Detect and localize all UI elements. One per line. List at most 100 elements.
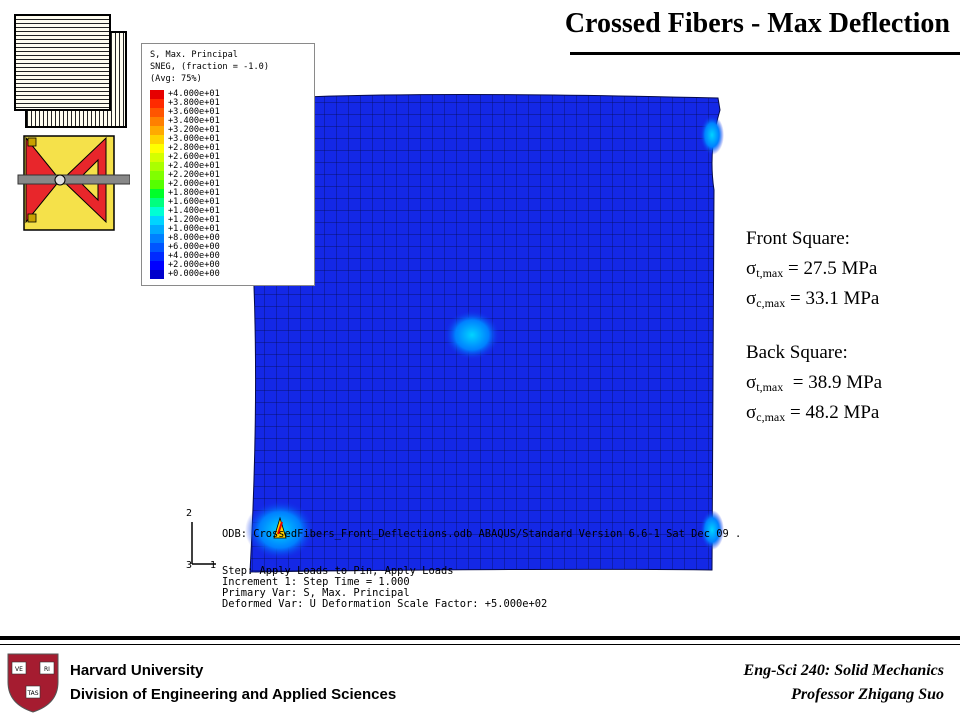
legend-item: +4.000e+00 xyxy=(150,252,220,261)
svg-text:TAS: TAS xyxy=(26,690,38,697)
legend-label: +2.000e+01 xyxy=(168,179,220,189)
step-info: Step: Apply Loads to Pin, Apply Loads xyxy=(222,565,454,577)
legend-item: +4.000e+01 xyxy=(150,90,220,99)
legend-swatch xyxy=(150,261,164,270)
svg-text:VE: VE xyxy=(15,666,23,673)
legend-swatch xyxy=(150,108,164,117)
legend-swatch xyxy=(150,243,164,252)
legend-label: +2.400e+01 xyxy=(168,161,220,171)
legend-item: +6.000e+00 xyxy=(150,243,220,252)
legend-swatch xyxy=(150,225,164,234)
legend-label: +2.800e+01 xyxy=(168,143,220,153)
sigma-symbol: σ xyxy=(746,258,757,279)
slide-title: Crossed Fibers - Max Deflection xyxy=(564,8,950,39)
legend-swatch xyxy=(150,216,164,225)
legend-item: +1.600e+01 xyxy=(150,198,220,207)
legend-swatch xyxy=(150,162,164,171)
deformed-var-info: Deformed Var: U Deformation Scale Factor… xyxy=(222,598,548,610)
svg-text:RI: RI xyxy=(44,666,50,673)
axis-1-label: 1 xyxy=(210,560,217,571)
legend-swatch xyxy=(150,234,164,243)
odb-info-line: ODB: CrossedFibers_Front_Deflections.odb… xyxy=(222,528,742,540)
legend-item: +1.400e+01 xyxy=(150,207,220,216)
legend-swatch xyxy=(150,126,164,135)
legend-swatch xyxy=(150,117,164,126)
front-square-title: Front Square: xyxy=(746,228,850,249)
legend-label: +4.000e+01 xyxy=(168,89,220,99)
legend-label: +3.800e+01 xyxy=(168,98,220,108)
legend-label: +1.400e+01 xyxy=(168,206,220,216)
legend-swatch xyxy=(150,144,164,153)
value: = 48.2 MPa xyxy=(785,402,880,423)
legend-label: +1.200e+01 xyxy=(168,215,220,225)
primary-var-info: Primary Var: S, Max. Principal xyxy=(222,587,410,599)
legend-item: +3.600e+01 xyxy=(150,108,220,117)
legend-label: +2.600e+01 xyxy=(168,152,220,162)
subscript: c,max xyxy=(756,296,786,310)
legend-item: +8.000e+00 xyxy=(150,234,220,243)
legend-swatch xyxy=(150,171,164,180)
legend-item: +2.000e+01 xyxy=(150,180,220,189)
value: = 33.1 MPa xyxy=(785,288,880,309)
value: = 38.9 MPa xyxy=(783,372,883,393)
legend-item: +3.200e+01 xyxy=(150,126,220,135)
legend-label: +6.000e+00 xyxy=(168,242,220,252)
stacked-squares-icon xyxy=(14,14,127,128)
legend-swatch xyxy=(150,252,164,261)
legend-item: +3.400e+01 xyxy=(150,117,220,126)
title-underline xyxy=(570,52,960,55)
legend-item: +3.000e+01 xyxy=(150,135,220,144)
right-edge-lower-stress-zone xyxy=(700,510,724,550)
contour-legend: S, Max. Principal SNEG, (fraction = -1.0… xyxy=(141,43,315,286)
course-name: Eng-Sci 240: Solid Mechanics xyxy=(743,662,944,679)
legend-label: +2.000e+00 xyxy=(168,260,220,270)
legend-swatch xyxy=(150,135,164,144)
value: = 27.5 MPa xyxy=(783,258,878,279)
legend-header-line: (Avg: 75%) xyxy=(150,74,202,84)
front-compression-value: σc,max = 33.1 MPa xyxy=(746,288,879,311)
sigma-symbol: σ xyxy=(746,402,757,423)
legend-swatch xyxy=(150,198,164,207)
legend-item: +2.600e+01 xyxy=(150,153,220,162)
axis-triad xyxy=(191,522,216,565)
legend-label: +8.000e+00 xyxy=(168,233,220,243)
legend-label: +3.200e+01 xyxy=(168,125,220,135)
pin-fixture-icon xyxy=(17,135,130,231)
front-tension-value: σt,max = 27.5 MPa xyxy=(746,258,877,281)
legend-swatch xyxy=(150,90,164,99)
institution-name: Harvard University xyxy=(70,662,204,679)
harvard-shield-logo: VE RI TAS xyxy=(7,653,59,713)
legend-label: +1.000e+01 xyxy=(168,224,220,234)
increment-info: Increment 1: Step Time = 1.000 xyxy=(222,576,410,588)
footer-rule-thin xyxy=(0,644,960,645)
legend-item: +1.800e+01 xyxy=(150,189,220,198)
legend-item: +1.000e+01 xyxy=(150,225,220,234)
legend-swatch xyxy=(150,207,164,216)
legend-item: +2.400e+01 xyxy=(150,162,220,171)
legend-header-line: SNEG, (fraction = -1.0) xyxy=(150,62,269,72)
legend-label: +3.400e+01 xyxy=(168,116,220,126)
legend-item: +2.000e+00 xyxy=(150,261,220,270)
legend-label: +1.600e+01 xyxy=(168,197,220,207)
legend-swatch xyxy=(150,153,164,162)
back-tension-value: σt,max = 38.9 MPa xyxy=(746,372,882,395)
sigma-symbol: σ xyxy=(746,372,757,393)
subscript: t,max xyxy=(756,380,784,394)
legend-label: +4.000e+00 xyxy=(168,251,220,261)
legend-swatch xyxy=(150,270,164,279)
subscript: t,max xyxy=(756,266,784,280)
legend-item: +2.200e+01 xyxy=(150,171,220,180)
legend-item: +1.200e+01 xyxy=(150,216,220,225)
legend-swatch xyxy=(150,189,164,198)
back-square-title: Back Square: xyxy=(746,342,848,363)
legend-label: +0.000e+00 xyxy=(168,269,220,279)
legend-label: +3.000e+01 xyxy=(168,134,220,144)
legend-item: +0.000e+00 xyxy=(150,270,220,279)
axis-2-label: 2 xyxy=(186,508,193,519)
legend-swatch xyxy=(150,180,164,189)
legend-header-line: S, Max. Principal xyxy=(150,50,238,60)
division-name: Division of Engineering and Applied Scie… xyxy=(70,686,397,703)
legend-label: +2.200e+01 xyxy=(168,170,220,180)
legend-swatch xyxy=(150,99,164,108)
footer-rule-thick xyxy=(0,636,960,640)
